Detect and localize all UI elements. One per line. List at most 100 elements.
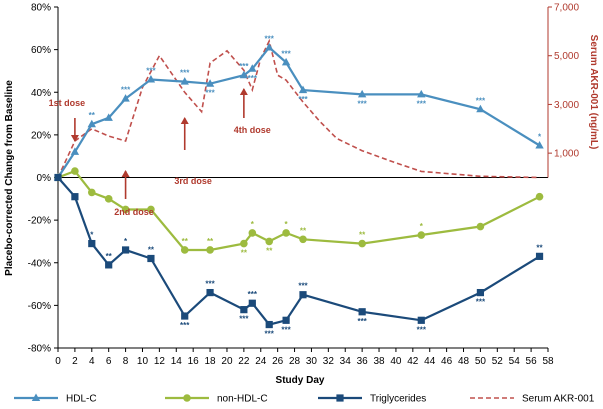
significance-label: ** <box>300 226 307 235</box>
triglycerides-point <box>181 312 189 320</box>
hdl-c-point <box>180 77 189 85</box>
x-tick-label: 18 <box>205 356 217 367</box>
x-tick-label: 20 <box>221 356 233 367</box>
x-tick-label: 22 <box>238 356 250 367</box>
x-tick-label: 38 <box>373 356 385 367</box>
hdl-c-point <box>248 64 257 72</box>
significance-label: ** <box>207 237 214 246</box>
triglycerides-point <box>282 316 290 324</box>
significance-label: ** <box>106 252 113 261</box>
non-hdl-c-point <box>206 246 214 254</box>
hdl-c-point <box>70 147 80 155</box>
non-hdl-c-point <box>282 229 290 237</box>
non-hdl-c-point <box>121 205 130 214</box>
x-tick-label: 10 <box>137 356 149 367</box>
dose-arrow-head <box>121 170 130 177</box>
y-tick-label: -40% <box>28 258 51 269</box>
significance-label: ** <box>266 246 273 255</box>
legend-label-hdl-c: HDL-C <box>66 394 97 405</box>
significance-label: *** <box>180 69 190 78</box>
triglycerides-point <box>248 299 256 307</box>
x-tick-label: 50 <box>475 356 487 367</box>
x-tick-label: 44 <box>424 356 436 367</box>
significance-label: *** <box>265 34 275 43</box>
series-line-serum-akr-001 <box>57 38 540 179</box>
non-hdl-c-point <box>248 229 257 237</box>
x-tick-label: 54 <box>509 356 521 367</box>
y-tick-label: -20% <box>28 216 51 227</box>
significance-label: *** <box>205 89 215 98</box>
series-layer: ******** ********************* *** *** *****… <box>53 34 544 339</box>
triglycerides-point <box>265 320 273 329</box>
significance-label: ** <box>182 237 189 246</box>
x-tick-label: 16 <box>188 356 200 367</box>
significance-label: *** <box>121 86 131 95</box>
triglycerides-point <box>147 254 155 263</box>
dose-annotation-label: 4th dose <box>234 125 271 135</box>
triglycerides-point <box>417 316 425 324</box>
dose-arrow-head <box>180 117 189 124</box>
dose-annotation-label: 1st dose <box>49 98 86 108</box>
significance-label: *** <box>239 315 249 324</box>
non-hdl-c-point <box>147 205 155 214</box>
significance-label: *** <box>146 66 156 75</box>
y2-tick-label: 5,000 <box>554 51 579 62</box>
x-tick-label: 4 <box>89 356 95 367</box>
x-tick-label: 24 <box>255 356 267 367</box>
series-line-triglycerides <box>57 176 541 326</box>
non-hdl-c-point <box>183 394 191 402</box>
non-hdl-c-point <box>87 188 96 197</box>
y2-tick-label: 3,000 <box>554 100 579 111</box>
significance-label: ** <box>148 245 155 254</box>
series-line-hdl-c <box>57 45 541 179</box>
x-tick-label: 52 <box>492 356 504 367</box>
dose-annotation-label: 2nd dose <box>114 207 154 217</box>
dose-arrow-head <box>239 88 248 95</box>
triglycerides-point <box>206 288 214 297</box>
x-tick-label: 28 <box>289 356 301 367</box>
x-axis-title: Study Day <box>276 375 325 386</box>
significance-label: *** <box>239 62 249 71</box>
significance-label: *** <box>357 317 367 326</box>
hdl-c-point <box>298 85 308 94</box>
significance-label: * <box>420 222 424 231</box>
y-tick-label: 80% <box>31 3 51 14</box>
annotation-layer: 1st dose 2nd dose 3rd dose 4th dose <box>49 88 271 217</box>
triglycerides-point <box>358 308 366 316</box>
y2-tick-label: 7,000 <box>554 3 579 14</box>
non-hdl-c-point <box>476 222 485 231</box>
x-tick-label: 58 <box>542 356 554 367</box>
significance-label: *** <box>357 99 367 108</box>
significance-label: * <box>124 237 128 246</box>
y-tick-label: -60% <box>28 301 51 312</box>
significance-label: *** <box>281 49 291 58</box>
significance-label: ** <box>359 231 366 240</box>
non-hdl-c-point <box>417 231 426 239</box>
non-hdl-c-point <box>180 246 189 254</box>
x-tick-label: 8 <box>123 356 129 367</box>
triglycerides-point <box>88 239 96 248</box>
triglycerides-point <box>105 261 113 269</box>
y-tick-label: 0% <box>37 173 52 184</box>
significance-label: * <box>90 231 94 240</box>
significance-label: *** <box>248 290 258 299</box>
triglycerides-point <box>299 291 307 299</box>
triglycerides-point <box>476 288 485 297</box>
triglycerides-point <box>240 306 248 314</box>
significance-label: *** <box>298 282 308 291</box>
significance-label: *** <box>476 298 486 307</box>
legend: HDL-C non-HDL-C Triglycerides Serum AKR-001 <box>14 393 595 405</box>
significance-label: *** <box>417 99 427 108</box>
triglycerides-point <box>71 193 79 201</box>
y2-axis-title: Serum AKR-001 (ng/mL) <box>588 35 599 150</box>
significance-label: *** <box>248 74 258 83</box>
significance-label: *** <box>265 330 275 339</box>
non-hdl-c-point <box>71 167 79 175</box>
y-axis-title: Placebo-corrected Change from Baseline <box>4 80 15 276</box>
x-tick-label: 26 <box>272 356 284 367</box>
x-tick-label: 46 <box>441 356 453 367</box>
x-tick-label: 48 <box>458 356 470 367</box>
significance-label: ** <box>536 243 543 252</box>
significance-label: *** <box>417 325 427 334</box>
